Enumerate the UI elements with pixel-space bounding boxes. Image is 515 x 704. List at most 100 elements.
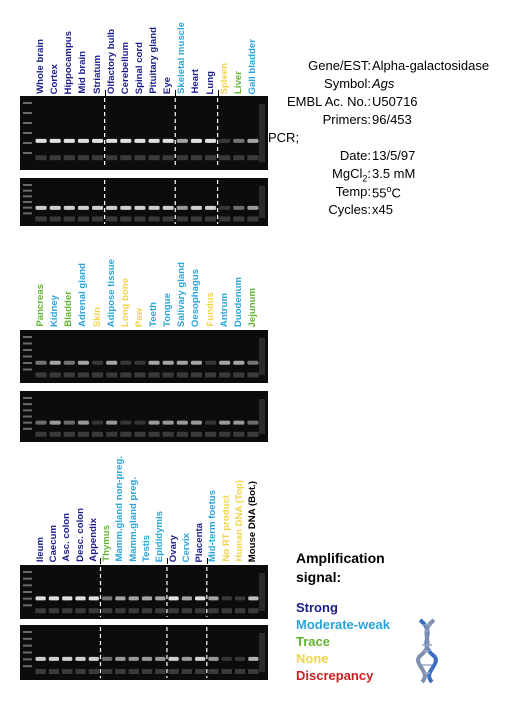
gel-band: [233, 138, 245, 143]
ladder-band: [23, 631, 32, 633]
ladder-band: [259, 186, 265, 218]
primer-haze: [134, 372, 146, 378]
ladder-band: [23, 665, 32, 668]
gel-band: [49, 205, 61, 210]
legend-item-moderate-weak: Moderate-weak: [296, 617, 390, 632]
lane-label: Mamm.gland non-preg.: [114, 456, 126, 562]
primer-haze: [234, 669, 246, 674]
gel-band: [120, 360, 132, 365]
gel-band: [176, 360, 188, 365]
gel-band: [219, 420, 231, 425]
ladder-band: [23, 409, 32, 412]
ladder-band: [23, 362, 32, 364]
gel-bands: [23, 98, 265, 168]
gel-band: [233, 205, 245, 210]
ladder-band: [259, 104, 265, 162]
lane-label: Human DNA (Top): [234, 480, 246, 562]
primer-haze: [148, 372, 160, 378]
ladder-band: [23, 584, 32, 587]
primer-haze: [134, 216, 146, 222]
primer-haze: [92, 155, 104, 161]
gel-band: [155, 596, 166, 601]
primer-haze: [141, 669, 153, 674]
gel-band: [176, 138, 188, 143]
temp-value: 55oC: [372, 184, 401, 201]
gel-band: [35, 420, 47, 425]
primer-haze: [208, 669, 219, 674]
gel-band: [176, 420, 188, 425]
lane-label: Bladder: [63, 291, 75, 327]
primer-haze: [49, 155, 61, 161]
primer-haze: [75, 608, 86, 614]
lane-divider: [206, 558, 208, 564]
gel-band: [128, 596, 139, 601]
gel-bands: [23, 397, 265, 437]
primer-haze: [62, 608, 73, 614]
gel-band: [75, 596, 86, 601]
gel-band: [134, 138, 146, 143]
gel-bands: [23, 567, 265, 617]
legend-item-discrepancy: Discrepancy: [296, 668, 374, 683]
legend-item-none: None: [296, 651, 329, 666]
gel-band: [208, 656, 219, 661]
gel-band: [219, 138, 231, 143]
lane-label: Liver: [232, 71, 244, 94]
primer-haze: [120, 372, 132, 378]
gel-band: [148, 360, 160, 365]
primer-haze: [181, 669, 193, 674]
primer-haze: [101, 669, 113, 674]
ladder-band: [23, 644, 32, 647]
primer-haze: [92, 372, 104, 378]
lane-label: Pituitary gland: [148, 27, 160, 94]
gel-band: [88, 596, 99, 601]
gel-band: [128, 656, 139, 661]
gel-band: [190, 138, 202, 143]
gel-band: [120, 138, 132, 143]
ladder-band: [23, 112, 32, 114]
primer-haze: [49, 431, 61, 437]
pcr-label: PCR;: [268, 130, 300, 145]
primer-haze: [148, 216, 160, 222]
lane-label: Adrenal gland: [77, 263, 89, 327]
lane-label: Appendix: [87, 518, 99, 562]
primer-haze: [49, 216, 61, 222]
gel-band: [248, 596, 259, 601]
gel-band: [35, 360, 47, 365]
primer-haze: [141, 608, 153, 614]
gel-band: [148, 205, 160, 210]
primer-haze: [219, 216, 231, 222]
ladder-band: [23, 355, 32, 358]
ladder-band: [23, 368, 32, 371]
primer-haze: [248, 608, 259, 614]
lane-label: Placenta: [194, 522, 206, 562]
gel-band: [141, 656, 153, 661]
gel-band: [221, 656, 232, 661]
primer-haze: [115, 608, 126, 614]
primer-haze: [92, 431, 104, 437]
primer-haze: [162, 216, 174, 222]
lane-label: Mid brain: [77, 51, 89, 94]
gel-band: [106, 360, 118, 365]
primer-haze: [120, 155, 132, 161]
lane-label: Fundus: [204, 292, 216, 327]
ladder-band: [23, 132, 32, 134]
gel-band: [162, 360, 174, 365]
legend-item-trace: Trace: [296, 634, 330, 649]
lane-label: Cerebellum: [119, 41, 131, 94]
gel-band: [176, 205, 188, 210]
gel-band: [248, 656, 259, 661]
date-label: Date:: [339, 148, 371, 163]
primer-haze: [221, 608, 232, 614]
gel-band: [63, 138, 75, 143]
lane-label: Skin: [91, 306, 103, 327]
ladder-band: [23, 195, 32, 198]
ladder-band: [23, 201, 32, 203]
lane-labels: Whole brain Cortex Hippocampus Mid brain Str…: [20, 22, 268, 94]
gel-band: [77, 420, 89, 425]
lane-label: Skeletal muscle: [176, 22, 188, 94]
gel-image-bottom: [20, 178, 268, 226]
gel-image-top: [20, 96, 268, 170]
gel-band: [62, 596, 73, 601]
gel-panel-2: Pancreas Kidney Bladder Adrenal gland Skin Ad…: [20, 253, 268, 455]
lane-label: Cervix: [180, 532, 192, 562]
